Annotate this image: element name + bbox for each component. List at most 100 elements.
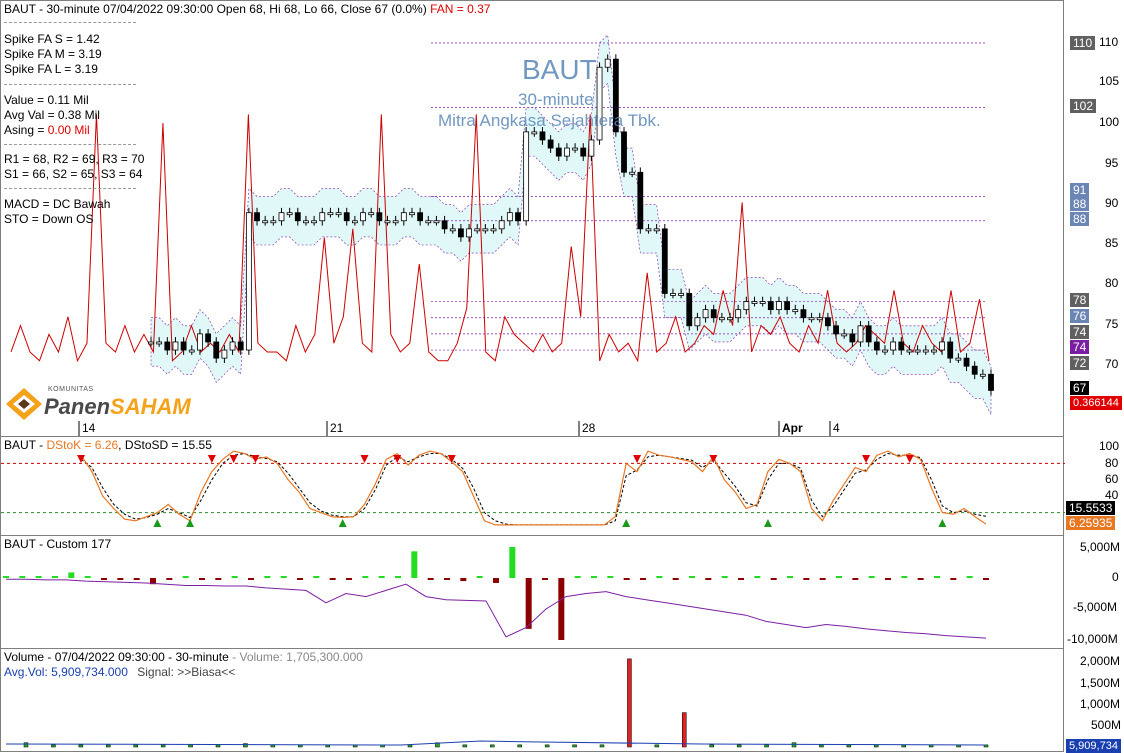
candle-body xyxy=(580,147,587,157)
candle-body xyxy=(409,212,415,216)
custom-tick: -5,000M xyxy=(1073,600,1118,614)
avg-val-text: Avg Val = 0.38 Mil xyxy=(4,108,100,122)
custom-bar xyxy=(852,578,859,580)
candle-body xyxy=(425,220,432,224)
volume-signal: Signal: >>Biasa<< xyxy=(137,665,236,679)
stoch-title: BAUT - DStoK = 6.26, DStoSD = 15.55 xyxy=(4,438,212,452)
custom-bar xyxy=(542,578,548,580)
custom-panel[interactable] xyxy=(0,535,1064,649)
candle-body xyxy=(743,301,750,311)
price-badge: 91 xyxy=(1070,183,1090,197)
candle-body xyxy=(311,220,318,224)
candle-body xyxy=(890,341,897,351)
candle-body xyxy=(531,131,538,135)
stoch-tick: 60 xyxy=(1105,472,1119,486)
price-tick: 105 xyxy=(1099,74,1120,88)
stoch-panel[interactable] xyxy=(0,436,1065,536)
candle-body xyxy=(588,139,595,157)
candle-body xyxy=(979,373,986,377)
custom-bar xyxy=(983,578,989,580)
custom-bar xyxy=(248,578,254,580)
price-tick: 100 xyxy=(1099,115,1120,129)
candle-body xyxy=(343,212,350,222)
logo-small-text: KOMUNITAS xyxy=(48,386,94,393)
custom-bar xyxy=(346,578,352,580)
stoch-d-line xyxy=(80,453,987,526)
spike-l: Spike FA L = 3.19 xyxy=(4,62,98,76)
candle-body xyxy=(963,357,970,367)
volume-bar xyxy=(874,744,879,748)
custom-bar xyxy=(868,576,875,578)
candle-body xyxy=(270,220,277,224)
sell-arrow-icon xyxy=(905,455,914,463)
volume-chart xyxy=(5,658,989,748)
candle-body xyxy=(971,365,978,375)
sell-arrow-icon xyxy=(709,455,718,463)
candle-body xyxy=(922,349,929,353)
buy-arrow-icon xyxy=(153,519,162,527)
info-separator xyxy=(4,22,136,23)
custom-bar xyxy=(133,578,140,580)
candle-body xyxy=(278,212,285,222)
candle-body xyxy=(506,212,513,222)
custom-bar xyxy=(215,578,222,580)
custom-bar xyxy=(509,547,516,578)
sell-arrow-icon xyxy=(229,455,238,463)
sell-arrow-icon xyxy=(77,455,85,463)
sell-arrow-icon xyxy=(360,455,369,463)
candle-body xyxy=(751,301,758,304)
candle-body xyxy=(694,317,701,327)
custom-bar xyxy=(35,576,42,578)
candle-body xyxy=(392,220,399,224)
candle-body xyxy=(767,301,774,311)
custom-bar xyxy=(313,576,320,578)
volume-panel[interactable] xyxy=(0,648,1064,752)
candle-body xyxy=(400,212,407,222)
custom-bar xyxy=(803,578,810,580)
candle-body xyxy=(759,301,766,304)
volume-bar xyxy=(23,742,29,748)
candle-body xyxy=(906,349,913,353)
candle-body xyxy=(148,341,154,345)
custom-line xyxy=(6,578,987,639)
candle-body xyxy=(931,349,937,353)
price-badge: 78 xyxy=(1070,293,1090,307)
custom-bar xyxy=(591,576,597,578)
volume-bar xyxy=(544,744,550,748)
custom-chart xyxy=(3,547,989,640)
price-badge: 72 xyxy=(1070,356,1090,370)
candle-body xyxy=(702,309,709,319)
volume-bar xyxy=(106,744,111,748)
volume-tick: 1,000M xyxy=(1080,697,1121,711)
candle-body xyxy=(849,333,856,343)
volume-bar xyxy=(572,744,577,748)
sell-arrow-icon xyxy=(393,455,402,463)
custom-bar xyxy=(52,576,58,578)
candle-body xyxy=(245,212,252,351)
volume-avg: Avg.Vol: 5,909,734.000 xyxy=(4,665,128,679)
stoch-dstok: DStoK = 6.26 xyxy=(46,438,119,452)
asing-text: Asing = 0.00 Mil xyxy=(4,123,90,137)
candle-body xyxy=(197,333,203,351)
candle-body xyxy=(368,212,375,216)
custom-bar xyxy=(476,576,483,578)
candle-body xyxy=(441,220,448,230)
candle-body xyxy=(180,341,187,351)
price-tick: 80 xyxy=(1105,276,1119,290)
custom-bar xyxy=(754,576,761,578)
candle-body xyxy=(808,317,815,321)
stoch-d-badge: 15.5533 xyxy=(1066,501,1116,515)
candle-body xyxy=(294,212,301,222)
volume-bar xyxy=(215,744,221,748)
candle-body xyxy=(898,341,905,351)
info-separator xyxy=(4,144,136,145)
logo-brand-saham: SAHAM xyxy=(110,394,191,419)
candle-body xyxy=(873,341,880,351)
candle-body xyxy=(670,293,676,296)
price-panel[interactable] xyxy=(0,0,1064,437)
volume-bar xyxy=(709,744,714,748)
sell-arrow-icon xyxy=(207,455,216,463)
volume-bar xyxy=(599,744,605,748)
watermark-company: Mitra Angkasa Sejahtera Tbk. xyxy=(438,111,661,130)
sell-arrow-icon xyxy=(447,455,456,463)
